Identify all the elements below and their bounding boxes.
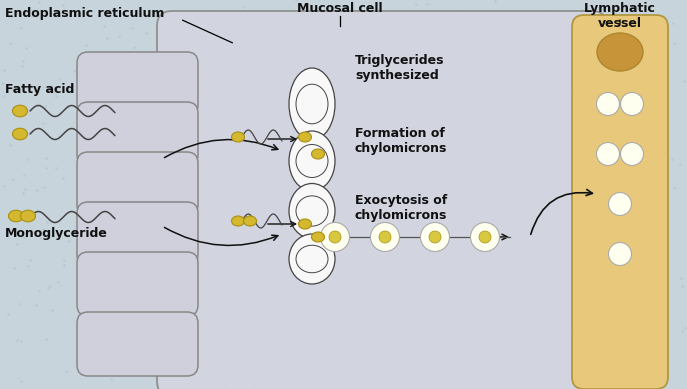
Circle shape	[420, 223, 449, 252]
Circle shape	[620, 93, 644, 116]
FancyBboxPatch shape	[572, 15, 668, 389]
Ellipse shape	[289, 131, 335, 191]
Ellipse shape	[243, 216, 256, 226]
Text: Exocytosis of
chylomicrons: Exocytosis of chylomicrons	[355, 194, 447, 222]
Circle shape	[329, 231, 341, 243]
Ellipse shape	[21, 210, 36, 222]
Ellipse shape	[311, 149, 324, 159]
Text: Fatty acid: Fatty acid	[5, 82, 74, 96]
Ellipse shape	[232, 216, 245, 226]
Text: Formation of
chylomicrons: Formation of chylomicrons	[355, 127, 447, 155]
Ellipse shape	[289, 184, 335, 238]
Text: Triglycerides
synthesized: Triglycerides synthesized	[355, 54, 444, 82]
Ellipse shape	[298, 219, 311, 229]
Circle shape	[596, 142, 620, 165]
Circle shape	[370, 223, 400, 252]
Ellipse shape	[311, 232, 324, 242]
Circle shape	[471, 223, 499, 252]
FancyBboxPatch shape	[77, 252, 198, 316]
Ellipse shape	[232, 132, 245, 142]
FancyBboxPatch shape	[77, 102, 198, 166]
Ellipse shape	[12, 128, 27, 140]
Ellipse shape	[289, 234, 335, 284]
Circle shape	[429, 231, 441, 243]
Circle shape	[379, 231, 391, 243]
Ellipse shape	[289, 68, 335, 140]
FancyBboxPatch shape	[77, 52, 198, 116]
Circle shape	[596, 93, 620, 116]
FancyBboxPatch shape	[77, 312, 198, 376]
Circle shape	[620, 142, 644, 165]
FancyBboxPatch shape	[157, 11, 607, 389]
Circle shape	[609, 193, 631, 216]
Ellipse shape	[597, 33, 643, 71]
Text: Mucosal cell: Mucosal cell	[297, 2, 383, 15]
Ellipse shape	[12, 105, 27, 117]
Circle shape	[321, 223, 350, 252]
Circle shape	[479, 231, 491, 243]
Text: Monoglyceride: Monoglyceride	[5, 228, 108, 240]
Ellipse shape	[298, 132, 311, 142]
Text: Endoplasmic reticulum: Endoplasmic reticulum	[5, 7, 164, 20]
Ellipse shape	[8, 210, 23, 222]
Circle shape	[609, 242, 631, 266]
FancyBboxPatch shape	[77, 152, 198, 216]
FancyBboxPatch shape	[77, 202, 198, 266]
Text: Lymphatic
vessel: Lymphatic vessel	[584, 2, 656, 30]
